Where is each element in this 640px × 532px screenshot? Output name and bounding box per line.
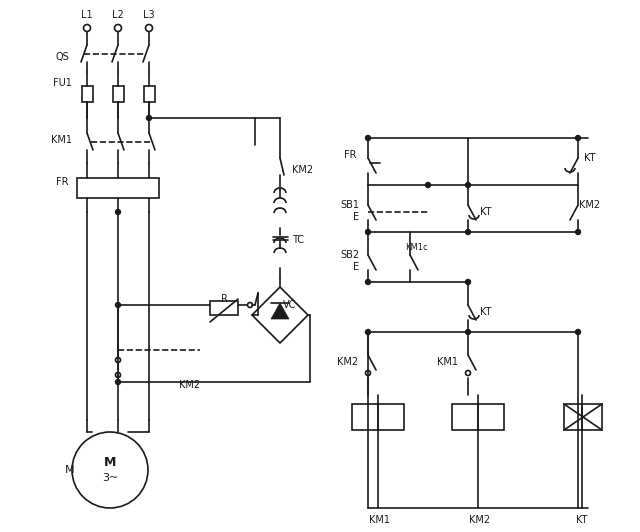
- Bar: [144, 86, 155, 102]
- Text: KM2: KM2: [292, 165, 313, 175]
- Text: 3~: 3~: [102, 473, 118, 483]
- Bar: [77, 178, 159, 198]
- Text: SB2: SB2: [340, 250, 360, 260]
- Circle shape: [365, 229, 371, 235]
- Text: FR: FR: [56, 177, 68, 187]
- Text: KT: KT: [480, 207, 492, 217]
- Bar: [452, 404, 504, 430]
- Text: L2: L2: [112, 10, 124, 20]
- Text: L3: L3: [143, 10, 155, 20]
- Bar: [352, 404, 404, 430]
- Text: M: M: [65, 465, 75, 475]
- Text: FR: FR: [344, 150, 356, 160]
- Bar: [113, 86, 124, 102]
- Circle shape: [575, 329, 580, 335]
- Text: QS: QS: [55, 52, 69, 62]
- Polygon shape: [271, 303, 289, 319]
- Bar: [210, 301, 238, 315]
- Text: R: R: [221, 294, 227, 304]
- Circle shape: [465, 229, 470, 235]
- Bar: [82, 86, 93, 102]
- Circle shape: [465, 182, 470, 187]
- Text: KM1c: KM1c: [405, 244, 428, 253]
- Text: SB1: SB1: [340, 200, 360, 210]
- Circle shape: [365, 329, 371, 335]
- Text: VC: VC: [284, 300, 297, 310]
- Text: FU1: FU1: [52, 78, 72, 88]
- Text: M: M: [104, 455, 116, 469]
- Text: KM2: KM2: [337, 357, 358, 367]
- Text: L1: L1: [81, 10, 93, 20]
- Circle shape: [147, 115, 152, 121]
- Text: KM1: KM1: [51, 135, 72, 145]
- Circle shape: [365, 136, 371, 140]
- Circle shape: [575, 136, 580, 140]
- Circle shape: [115, 379, 120, 385]
- Text: KM1: KM1: [369, 515, 390, 525]
- Text: KT: KT: [480, 307, 492, 317]
- Text: KT: KT: [576, 515, 588, 525]
- Circle shape: [465, 279, 470, 285]
- Text: E: E: [353, 212, 359, 222]
- Circle shape: [575, 229, 580, 235]
- Bar: [564, 404, 602, 430]
- Circle shape: [115, 303, 120, 307]
- Circle shape: [465, 329, 470, 335]
- Text: E: E: [353, 262, 359, 272]
- Text: KM2: KM2: [579, 200, 600, 210]
- Circle shape: [115, 210, 120, 214]
- Text: KM2: KM2: [179, 380, 200, 390]
- Text: KM2: KM2: [469, 515, 491, 525]
- Text: KM1: KM1: [438, 357, 458, 367]
- Text: TC: TC: [292, 235, 304, 245]
- Text: KT: KT: [584, 153, 596, 163]
- Circle shape: [426, 182, 431, 187]
- Circle shape: [365, 279, 371, 285]
